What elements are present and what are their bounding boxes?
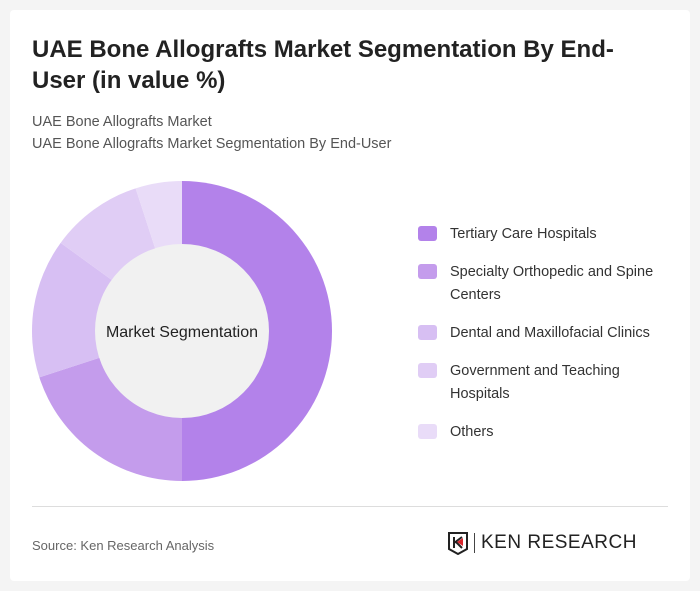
donut-center — [95, 244, 269, 418]
legend-item: Specialty Orthopedic and Spine Centers — [418, 261, 678, 307]
legend-swatch — [418, 424, 437, 439]
legend-swatch — [418, 363, 437, 378]
legend-item: Others — [418, 421, 678, 444]
donut-chart: Market Segmentation — [31, 181, 332, 481]
legend-item: Government and Teaching Hospitals — [418, 360, 678, 406]
legend-swatch — [418, 264, 437, 279]
center-label: Market Segmentation — [106, 324, 258, 341]
legend-item: Dental and Maxillofacial Clinics — [418, 322, 678, 345]
logo-text: KEN RESEARCH — [481, 532, 637, 553]
legend-swatch — [418, 226, 437, 241]
legend-swatch — [418, 325, 437, 340]
legend-label: Dental and Maxillofacial Clinics — [450, 325, 650, 341]
ken-research-logo-icon — [448, 532, 468, 555]
legend-label: Tertiary Care Hospitals — [450, 226, 597, 242]
subtitle-segmentation: UAE Bone Allografts Market Segmentation … — [32, 136, 392, 152]
legend-label: Others — [450, 424, 494, 440]
chart-card: UAE Bone Allografts Market Segmentation … — [10, 10, 690, 581]
legend-label: Specialty Orthopedic and Spine Centers — [450, 264, 654, 303]
legend: Tertiary Care Hospitals Specialty Orthope… — [418, 223, 678, 459]
legend-label: Government and Teaching Hospitals — [450, 363, 620, 402]
source-note: Source: Ken Research Analysis — [32, 538, 215, 553]
legend-item: Tertiary Care Hospitals — [418, 223, 678, 246]
ken-research-logo: KEN RESEARCH — [447, 531, 637, 555]
chart-title: UAE Bone Allografts Market Segmentation … — [32, 36, 614, 94]
divider — [32, 506, 668, 507]
subtitle-market: UAE Bone Allografts Market — [32, 114, 212, 130]
